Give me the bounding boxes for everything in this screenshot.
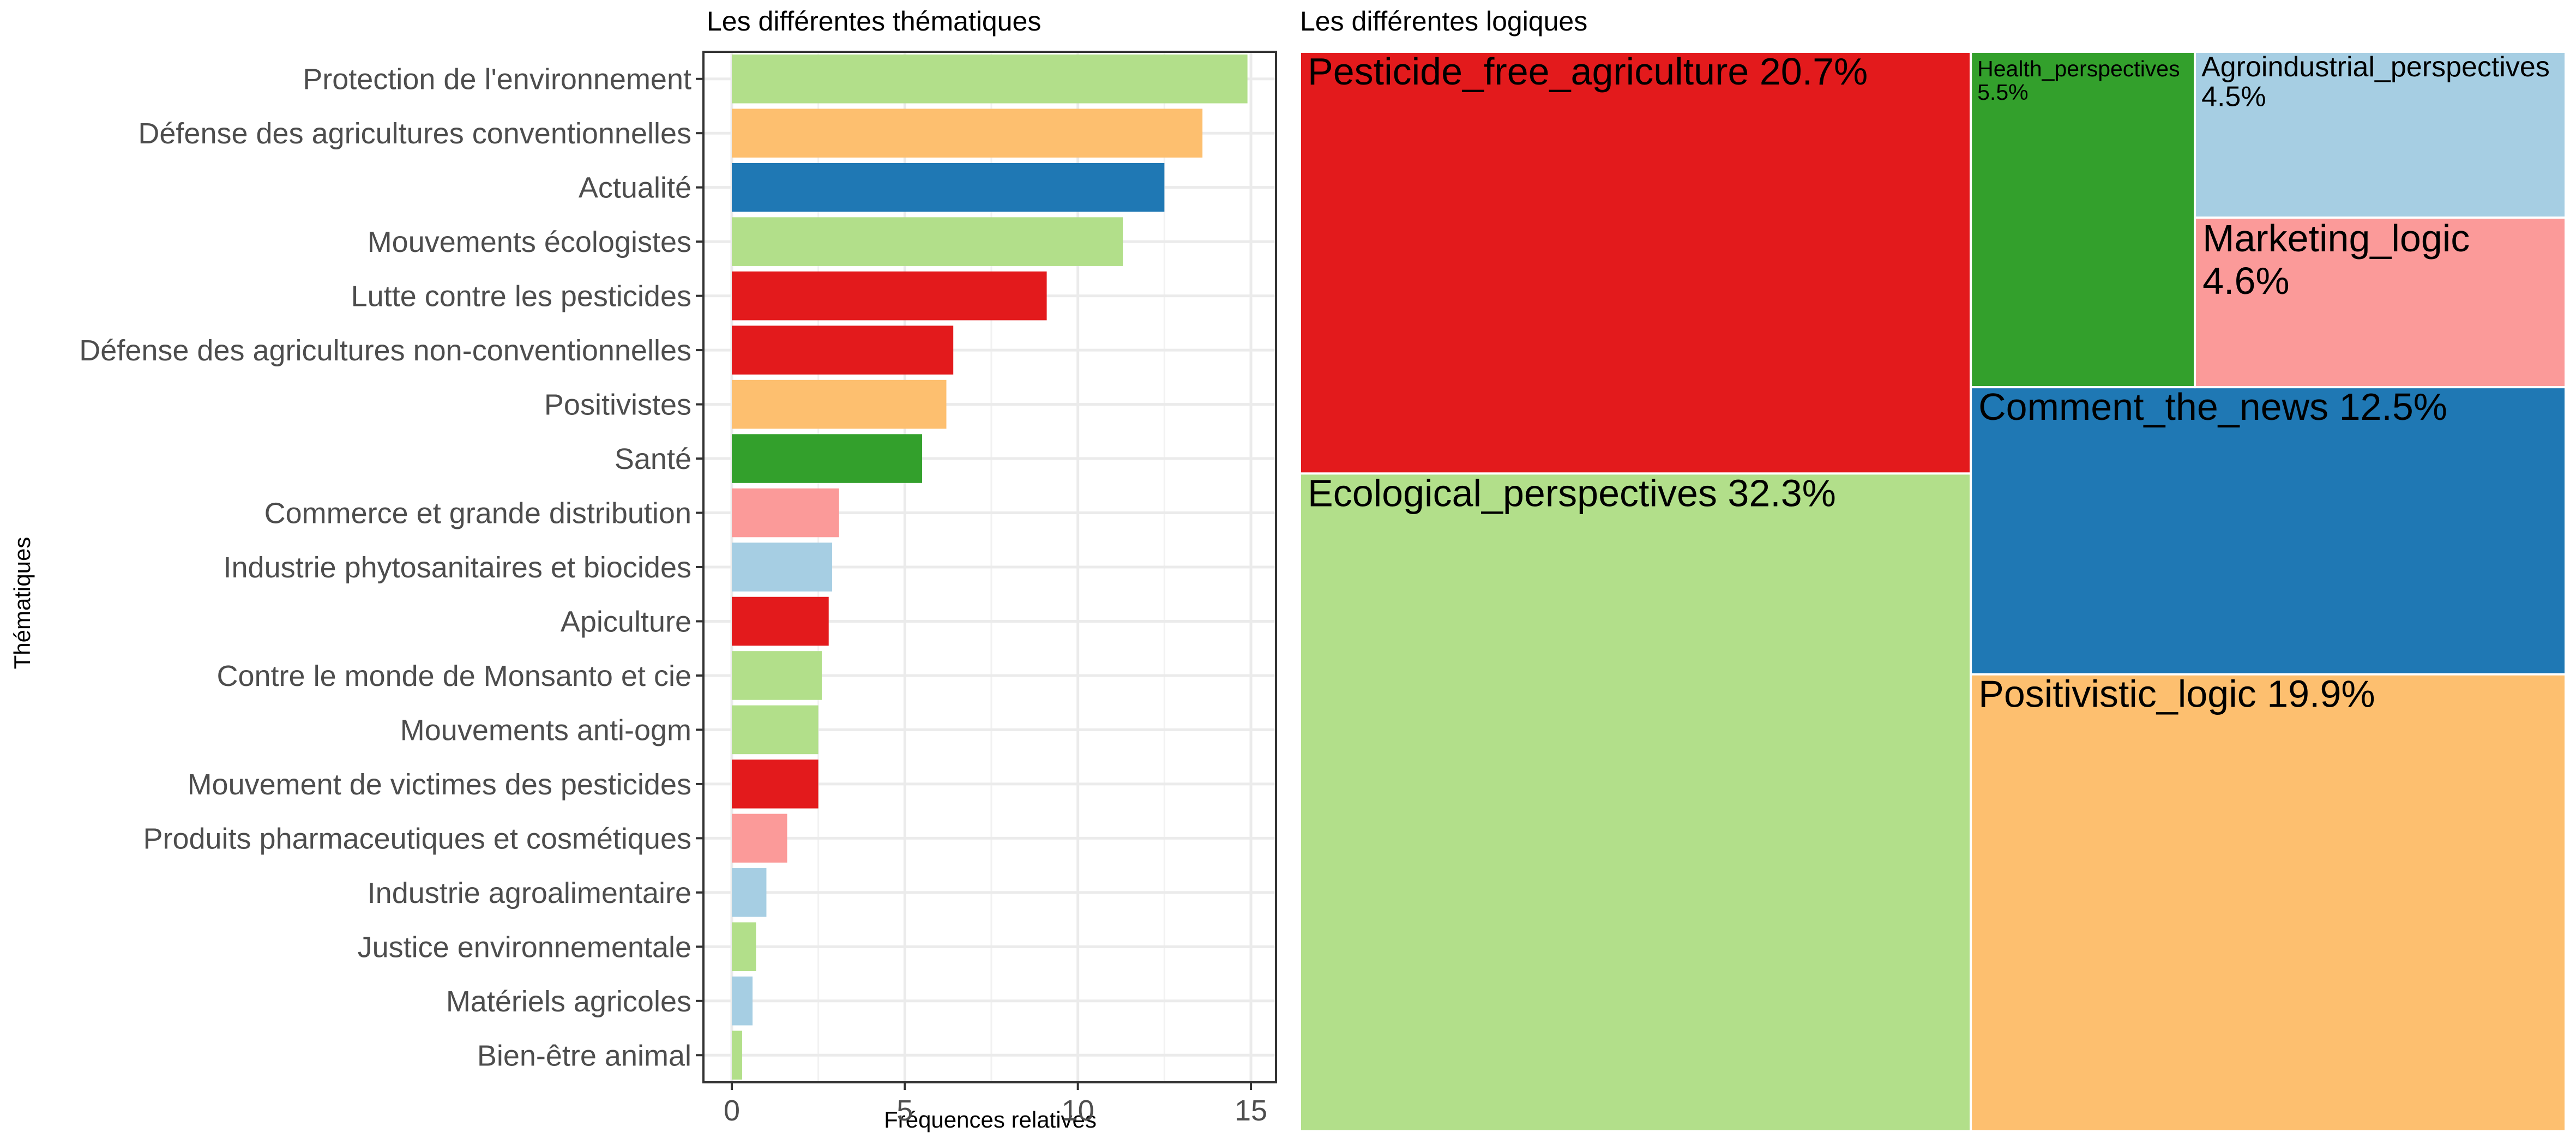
- treemap-value-marketing-logic: 4.6%: [2202, 260, 2290, 302]
- bar: [732, 543, 833, 592]
- category-label: Mouvement de victimes des pesticides: [188, 768, 691, 801]
- bar: [732, 271, 1047, 321]
- bar: [732, 1030, 743, 1080]
- bar: [732, 162, 1165, 212]
- bar-chart-title: Les différentes thématiques: [707, 6, 1041, 37]
- bar: [732, 217, 1123, 266]
- bar-panel-border: [702, 51, 1277, 1083]
- bar: [732, 434, 923, 483]
- bar: [732, 760, 818, 809]
- bar: [732, 868, 767, 917]
- category-label: Positivistes: [544, 389, 691, 421]
- category-label: Produits pharmaceutiques et cosmétiques: [143, 822, 691, 855]
- category-label: Industrie phytosanitaires et biocides: [224, 551, 692, 584]
- bar: [732, 379, 947, 429]
- x-tick-label: 5: [896, 1094, 913, 1127]
- category-label: Justice environnementale: [358, 931, 691, 963]
- category-label: Contre le monde de Monsanto et cie: [216, 660, 691, 692]
- bar: [732, 813, 787, 863]
- bar: [732, 705, 818, 755]
- x-tick-label: 10: [1062, 1094, 1094, 1127]
- bar: [732, 922, 756, 972]
- treemap-label-health-perspectives: Health_perspectives: [1977, 56, 2180, 81]
- treemap-label-marketing-logic: Marketing_logic: [2202, 217, 2470, 260]
- category-label: Actualité: [579, 172, 691, 204]
- x-tick-label: 15: [1235, 1094, 1267, 1127]
- treemap-title: Les différentes logiques: [1300, 6, 1587, 37]
- treemap-area: Ecological_perspectives 32.3% Pesticide_f…: [1299, 50, 2567, 1132]
- category-label: Défense des agricultures non-conventionn…: [79, 334, 691, 367]
- treemap-tile-agroindustrial-perspectives: [2194, 51, 2567, 219]
- treemap-tile-pesticide-free-agriculture: [1299, 51, 1972, 475]
- x-tick-label: 0: [724, 1094, 740, 1127]
- treemap-value-agroindustrial-perspectives: 4.5%: [2201, 81, 2266, 113]
- category-label: Industrie agroalimentaire: [368, 877, 691, 909]
- treemap-label-pesticide-free-agriculture: Pesticide_free_agriculture 20.7%: [1308, 50, 1868, 93]
- category-label: Matériels agricoles: [446, 985, 691, 1018]
- bar: [732, 488, 839, 538]
- bar: [732, 109, 1203, 158]
- treemap-tile-marketing-logic: [2194, 216, 2567, 389]
- treemap-tile-ecological-perspectives: [1299, 472, 1972, 1132]
- bar: [732, 54, 1248, 104]
- bar: [732, 651, 822, 700]
- category-label: Lutte contre les pesticides: [351, 280, 691, 313]
- category-label: Bien-être animal: [477, 1039, 691, 1072]
- treemap-label-agroindustrial-perspectives: Agroindustrial_perspectives: [2201, 51, 2550, 83]
- thematiques-bar-chart: Les différentes thématiques Thématiques …: [9, 6, 1277, 1132]
- bar-plot-area: Protection de l'environnement Défense des…: [79, 51, 1277, 1127]
- category-label: Commerce et grande distribution: [264, 497, 691, 530]
- category-label: Apiculture: [561, 605, 691, 638]
- category-label: Mouvements anti-ogm: [400, 714, 691, 746]
- treemap-value-health-perspectives: 5.5%: [1977, 80, 2028, 105]
- treemap-tile-health-perspectives: [1970, 51, 2196, 389]
- category-label: Santé: [615, 443, 691, 475]
- bar-chart-xlabel: Fréquences relatives: [884, 1107, 1097, 1132]
- category-label: Défense des agricultures conventionnelle…: [138, 117, 691, 150]
- treemap-tile-comment-the-news: [1970, 386, 2567, 676]
- treemap-label-positivistic-logic: Positivistic_logic 19.9%: [1978, 673, 2375, 715]
- treemap-label-comment-the-news: Comment_the_news 12.5%: [1978, 385, 2447, 428]
- treemap-tile-positivistic-logic: [1970, 673, 2567, 1132]
- category-label: Protection de l'environnement: [303, 63, 691, 96]
- category-label: Mouvements écologistes: [368, 226, 691, 258]
- bar: [732, 977, 753, 1026]
- treemap-label-ecological-perspectives: Ecological_perspectives 32.3%: [1308, 472, 1836, 514]
- bar: [732, 596, 829, 646]
- bar-chart-ylabel: Thématiques: [9, 537, 35, 670]
- bar: [732, 326, 954, 375]
